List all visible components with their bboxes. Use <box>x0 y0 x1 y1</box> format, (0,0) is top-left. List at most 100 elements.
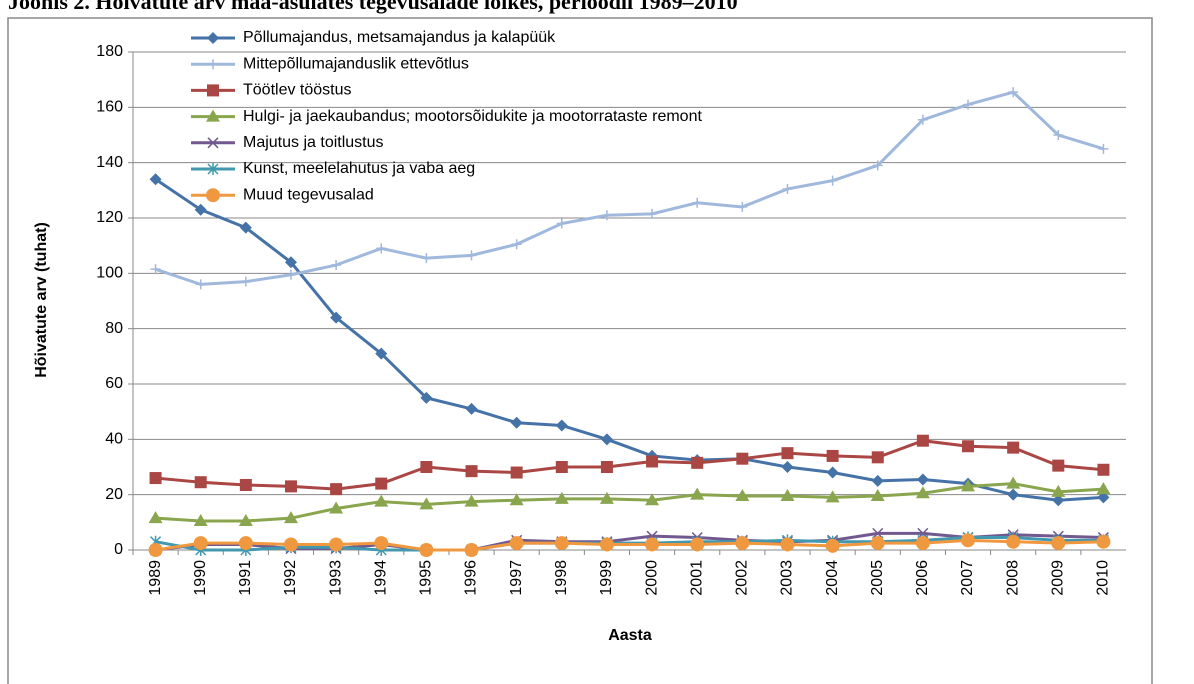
data-point <box>780 537 795 552</box>
data-point <box>1008 87 1019 98</box>
legend-label: Kunst, meelelahutus ja vaba aeg <box>243 160 475 177</box>
data-point <box>330 311 343 324</box>
y-tick-label: 40 <box>105 431 123 448</box>
y-tick-label: 100 <box>96 265 123 282</box>
x-tick-label: 1990 <box>192 560 209 596</box>
legend-label: Majutus ja toitlustus <box>243 134 384 151</box>
legend-marker <box>208 59 218 70</box>
data-point <box>1097 463 1110 476</box>
x-tick-label: 2002 <box>734 560 751 596</box>
data-point <box>782 183 793 194</box>
data-point <box>374 536 389 551</box>
data-point <box>330 483 343 496</box>
data-point <box>917 114 928 125</box>
data-point <box>647 208 658 219</box>
data-point <box>645 493 660 506</box>
legend-label: Põllumajandus, metsamajandus ja kalapüük <box>243 29 556 46</box>
data-point <box>420 461 433 473</box>
data-point <box>239 221 252 234</box>
y-tick-label: 180 <box>96 43 123 60</box>
data-point <box>916 434 929 447</box>
data-point <box>149 173 162 186</box>
data-point <box>556 218 567 229</box>
legend-marker <box>207 84 219 97</box>
data-point <box>735 536 750 551</box>
data-point <box>375 347 388 360</box>
data-point <box>1051 536 1066 551</box>
data-point <box>870 536 885 551</box>
data-point <box>870 489 885 502</box>
data-point <box>826 449 839 462</box>
data-point <box>872 527 884 539</box>
data-point <box>240 276 251 287</box>
series-line <box>155 90 1104 286</box>
data-point <box>1007 441 1020 454</box>
x-tick-label: 2009 <box>1050 560 1067 596</box>
data-point <box>962 440 975 453</box>
data-point <box>510 466 523 479</box>
x-tick-label: 2008 <box>1004 560 1021 596</box>
data-point <box>148 511 163 524</box>
x-tick-label: 1994 <box>372 560 389 596</box>
data-point <box>1097 491 1110 504</box>
data-point <box>915 486 930 499</box>
x-tick-label: 2005 <box>869 560 886 596</box>
data-point <box>193 536 208 551</box>
data-point <box>600 461 613 473</box>
data-point <box>376 243 387 254</box>
series-line <box>154 178 1104 502</box>
data-point <box>554 491 569 504</box>
x-tick-label: 1995 <box>418 560 435 596</box>
series-line <box>155 439 1104 491</box>
data-point <box>419 543 434 557</box>
data-point <box>781 447 794 460</box>
x-axis-title: Aasta <box>608 627 652 644</box>
data-point <box>238 536 253 551</box>
x-tick-label: 2000 <box>643 560 660 596</box>
legend-marker <box>207 32 219 44</box>
data-point <box>1006 476 1021 489</box>
series-line <box>155 482 1104 523</box>
x-tick-label: 1999 <box>598 560 615 596</box>
data-point <box>646 455 659 468</box>
data-point <box>284 480 297 493</box>
data-point <box>780 489 795 502</box>
data-point <box>285 269 296 280</box>
legend-label: Muud tegevusalad <box>243 186 374 203</box>
x-tick-label: 1993 <box>327 560 344 596</box>
data-point <box>375 477 388 490</box>
data-point <box>149 472 162 485</box>
data-point <box>329 501 344 514</box>
y-tick-label: 0 <box>114 541 123 558</box>
legend-marker <box>206 188 220 203</box>
x-tick-label: 2007 <box>959 560 976 596</box>
data-point <box>194 203 207 216</box>
data-point <box>1096 534 1111 549</box>
x-tick-label: 1996 <box>463 560 480 596</box>
y-tick-label: 160 <box>96 99 123 116</box>
data-point <box>825 490 840 503</box>
data-point <box>464 543 479 557</box>
data-point <box>283 537 298 552</box>
x-tick-label: 1989 <box>147 560 164 596</box>
data-point <box>645 537 660 552</box>
data-point <box>465 402 478 415</box>
series-line <box>155 538 1104 552</box>
data-point <box>555 419 568 432</box>
data-point <box>1006 534 1021 549</box>
legend-marker <box>207 137 219 149</box>
data-point <box>961 533 976 548</box>
x-tick-label: 2006 <box>914 560 931 596</box>
data-point <box>195 279 206 290</box>
data-point <box>329 537 344 552</box>
data-point <box>871 474 884 487</box>
data-point <box>509 493 524 506</box>
legend-label: Mittepõllumajanduslik ettevõtlus <box>243 55 469 72</box>
x-tick-label: 2003 <box>779 560 796 596</box>
data-point <box>825 538 840 553</box>
y-tick-label: 20 <box>105 486 123 503</box>
legend-label: Hulgi- ja jaekaubandus; mootorsõidukite … <box>243 108 702 125</box>
data-point <box>1052 459 1065 472</box>
data-point <box>239 478 252 491</box>
data-point <box>509 536 524 551</box>
